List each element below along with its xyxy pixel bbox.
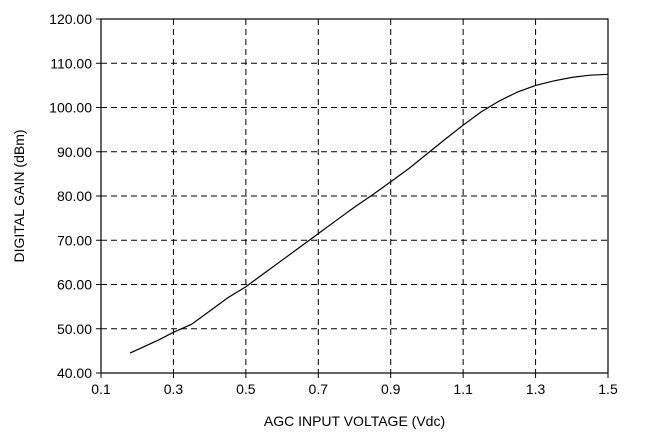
- y-tick-label: 120.00: [49, 11, 92, 27]
- x-axis-title: AGC INPUT VOLTAGE (Vdc): [264, 413, 445, 429]
- x-tick-label: 1.1: [453, 381, 473, 397]
- x-tick-label: 0.5: [236, 381, 256, 397]
- x-axis-tick-labels: 0.1 0.3 0.5 0.7 0.9 1.1 1.3 1.5: [91, 381, 618, 397]
- x-tick-label: 0.7: [309, 381, 329, 397]
- axis-ticks: [96, 18, 609, 378]
- y-tick-label: 60.00: [57, 277, 92, 293]
- series-line: [129, 73, 609, 354]
- x-tick-label: 0.1: [91, 381, 111, 397]
- y-tick-label: 110.00: [50, 55, 92, 71]
- y-tick-label: 70.00: [57, 232, 92, 248]
- x-tick-label: 1.3: [526, 381, 546, 397]
- grid: [101, 19, 608, 373]
- x-tick-label: 0.3: [164, 381, 184, 397]
- y-tick-label: 80.00: [57, 188, 92, 204]
- y-tick-label: 40.00: [57, 365, 92, 381]
- x-tick-label: 1.5: [598, 381, 618, 397]
- y-tick-label: 90.00: [57, 144, 92, 160]
- y-axis-tick-labels: 40.00 50.00 60.00 70.00 80.00 90.00 100.00 110.…: [49, 11, 92, 381]
- y-tick-label: 50.00: [57, 321, 92, 337]
- x-tick-label: 0.9: [381, 381, 401, 397]
- y-tick-label: 100.00: [49, 100, 92, 116]
- y-axis-title: DIGITAL GAIN (dBm): [11, 129, 27, 262]
